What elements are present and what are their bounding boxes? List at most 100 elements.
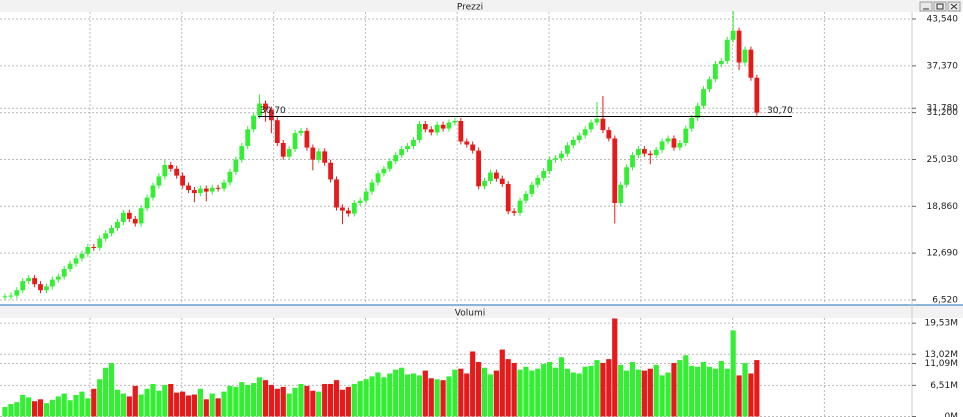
candle-body [375, 173, 381, 183]
candle-body [653, 149, 659, 156]
candle-body [186, 185, 191, 191]
volume-bar [298, 383, 304, 417]
candle-body [85, 246, 91, 254]
volume-bar [576, 373, 582, 417]
volume-bar [624, 370, 630, 417]
candle-body [647, 153, 653, 156]
volume-bar [120, 393, 126, 417]
candle-body [399, 149, 405, 156]
candle-body [493, 172, 499, 179]
candle-body [239, 146, 245, 160]
window-buttons[interactable] [919, 1, 961, 12]
volume-bar [594, 360, 600, 417]
candle-body [588, 122, 594, 130]
volume-bar [333, 380, 340, 417]
y-tick-label: 12,690 [927, 249, 959, 259]
volume-bar [245, 384, 251, 417]
candle-body [470, 144, 476, 151]
candle-body [328, 162, 333, 180]
volume-bar [150, 383, 156, 417]
volume-bar [493, 370, 499, 417]
candle-body [233, 159, 239, 172]
candle-body [340, 207, 345, 211]
panel-title: Volumi [455, 309, 485, 319]
volume-bar [387, 373, 393, 417]
volume-bar [422, 370, 428, 417]
candle-body [304, 130, 310, 148]
candle-body [428, 129, 434, 133]
candle-body [334, 179, 339, 208]
candle-body [553, 158, 558, 160]
volume-bar [286, 393, 292, 417]
volume-bar [73, 394, 79, 417]
minimize-button[interactable] [919, 1, 933, 12]
candle-body [476, 150, 481, 187]
candle-body [8, 295, 14, 297]
volume-bar [689, 365, 695, 417]
candle-body [630, 155, 635, 168]
volume-bar [742, 362, 748, 417]
candle-body [55, 276, 61, 280]
candle-body [79, 253, 85, 259]
candle-body [103, 233, 109, 239]
candle-body [115, 221, 120, 229]
volume-bar [695, 366, 701, 417]
volume-bar [529, 370, 535, 417]
candle-body [570, 139, 576, 146]
candle-body [683, 128, 689, 144]
candle-body [221, 182, 227, 189]
volume-bar [108, 362, 115, 417]
volume-bar [730, 330, 736, 417]
candle-body [286, 149, 292, 157]
candle-body [49, 279, 55, 287]
volume-bar [505, 359, 511, 417]
candle-body [736, 30, 742, 63]
candle-body [499, 178, 505, 184]
volume-bar [570, 372, 576, 417]
volume-bar [535, 368, 541, 417]
candle-body [411, 139, 416, 147]
candle-body [257, 103, 262, 116]
volume-bar [20, 394, 26, 417]
candle-body [14, 290, 20, 296]
volume-bar [499, 349, 505, 417]
candle-body [38, 284, 43, 291]
candle-body [280, 143, 286, 157]
close-icon [950, 3, 958, 10]
candle-body [641, 149, 647, 154]
candle-body [748, 49, 754, 78]
volume-bar [97, 379, 103, 417]
candle-body [197, 188, 203, 194]
volume-bar [552, 367, 559, 417]
volume-bar [748, 373, 754, 417]
volume-bar [428, 378, 434, 417]
volume-bar [653, 364, 659, 417]
candle-body [659, 141, 665, 150]
maximize-button[interactable] [933, 1, 947, 12]
volume-bar [215, 398, 221, 417]
candle-body [174, 168, 180, 176]
candle-body [742, 49, 748, 63]
candle-body [381, 168, 387, 174]
volume-bar [197, 388, 203, 417]
candle-body [292, 133, 298, 150]
candle-body [724, 39, 730, 62]
candle-body [565, 145, 570, 154]
volume-bar [641, 370, 647, 417]
volume-bar [393, 369, 399, 417]
candle-body [636, 149, 641, 156]
volume-bar [174, 392, 180, 417]
candle-body [452, 120, 458, 123]
y-tick-label: 19,53M [924, 319, 958, 329]
candle-body [363, 191, 369, 201]
candle-body [357, 200, 363, 203]
volume-bar [328, 383, 334, 417]
volume-bar [79, 391, 85, 417]
y-tick-label: 31,200 [927, 108, 959, 118]
candle-body [2, 296, 8, 298]
volume-bar [268, 384, 274, 417]
candle-body [505, 183, 511, 212]
candle-body [32, 278, 37, 285]
candle-body [369, 182, 375, 192]
